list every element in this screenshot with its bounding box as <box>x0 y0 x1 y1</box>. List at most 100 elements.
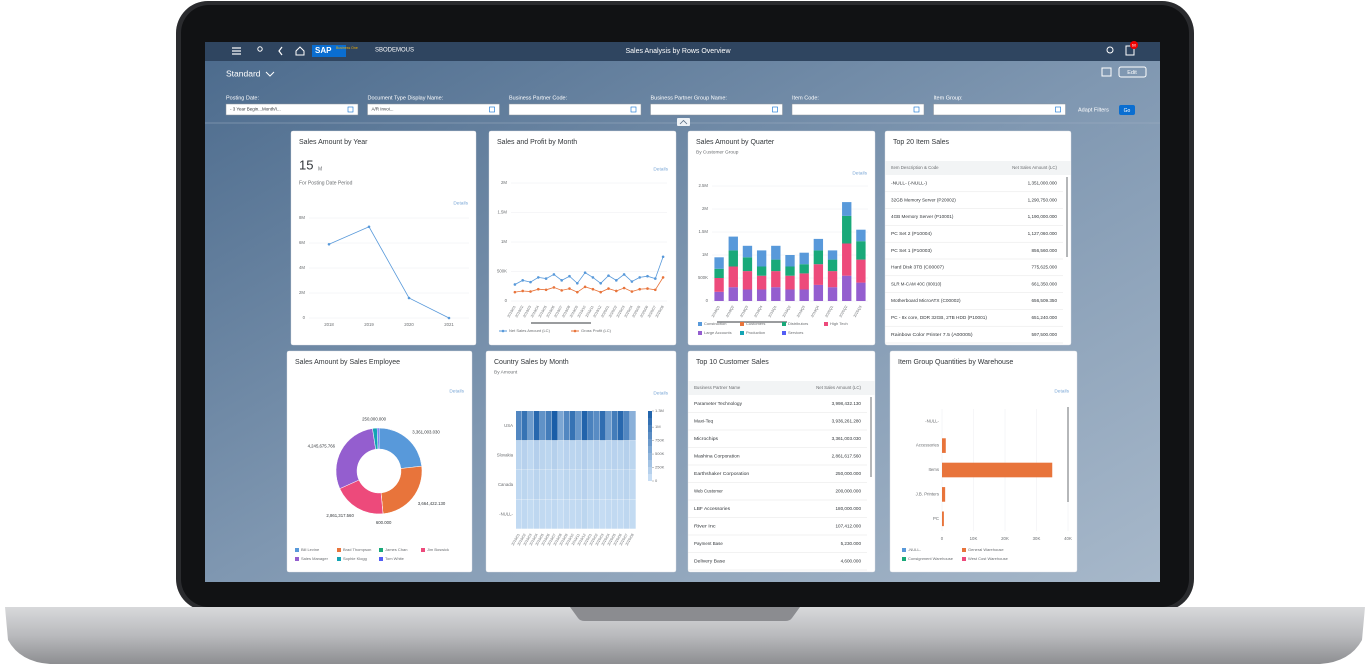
heat-cell[interactable] <box>594 470 600 500</box>
heat-cell[interactable] <box>534 470 540 500</box>
heat-cell[interactable] <box>588 499 594 529</box>
card-title[interactable]: Sales Amount by Year <box>299 139 368 146</box>
bar-segment[interactable] <box>813 264 824 285</box>
heat-cell[interactable] <box>624 440 630 470</box>
heat-cell[interactable] <box>528 499 534 529</box>
bar-segment[interactable] <box>842 243 852 276</box>
data-point[interactable] <box>599 290 602 294</box>
heat-cell[interactable] <box>516 499 522 529</box>
bar-segment[interactable] <box>813 250 824 265</box>
bar-segment[interactable] <box>842 275 852 301</box>
bar-segment[interactable] <box>714 257 724 269</box>
heat-cell[interactable] <box>558 499 564 529</box>
data-point[interactable] <box>615 279 618 282</box>
data-point[interactable] <box>513 290 517 294</box>
home-icon[interactable] <box>295 46 305 56</box>
heat-cell[interactable] <box>594 411 600 441</box>
data-point[interactable] <box>521 279 524 282</box>
go-label[interactable]: Go <box>1124 108 1131 114</box>
heat-cell[interactable] <box>600 470 606 500</box>
filter-field[interactable] <box>367 103 500 116</box>
bar-segment[interactable] <box>728 236 738 251</box>
bar-segment[interactable] <box>771 271 781 288</box>
value-help-icon[interactable] <box>347 106 354 113</box>
heat-cell[interactable] <box>582 411 588 441</box>
filter-field[interactable] <box>933 103 1066 116</box>
heat-cell[interactable] <box>546 470 552 500</box>
bar-segment[interactable] <box>785 266 795 276</box>
heat-cell[interactable] <box>552 499 558 529</box>
card-title[interactable]: Sales and Profit by Month <box>497 139 577 146</box>
data-point[interactable] <box>529 290 532 293</box>
heat-cell[interactable] <box>516 411 522 441</box>
data-point[interactable] <box>630 280 634 283</box>
heat-cell[interactable] <box>564 499 570 529</box>
bar-segment[interactable] <box>942 462 1053 478</box>
data-point[interactable] <box>615 289 618 293</box>
data-point[interactable] <box>552 286 556 289</box>
heat-cell[interactable] <box>576 440 582 470</box>
heat-cell[interactable] <box>588 470 594 500</box>
data-point[interactable] <box>560 289 563 292</box>
bar-segment[interactable] <box>756 266 767 276</box>
share-icon[interactable] <box>1101 67 1112 77</box>
data-point[interactable] <box>638 287 641 291</box>
bar-segment[interactable] <box>771 245 781 260</box>
data-point[interactable] <box>544 288 548 292</box>
data-point[interactable] <box>607 274 610 277</box>
heat-cell[interactable] <box>558 411 564 441</box>
heat-cell[interactable] <box>582 499 588 529</box>
heat-cell[interactable] <box>546 411 552 441</box>
variant-chevron[interactable] <box>265 71 275 77</box>
data-point[interactable] <box>607 287 610 290</box>
data-point[interactable] <box>591 287 595 291</box>
heat-cell[interactable] <box>612 440 618 470</box>
bar-segment[interactable] <box>856 229 866 242</box>
data-point[interactable] <box>568 274 571 278</box>
heat-cell[interactable] <box>594 499 600 529</box>
heat-cell[interactable] <box>546 440 552 470</box>
data-point[interactable] <box>599 282 602 285</box>
bar-segment[interactable] <box>942 487 946 502</box>
heat-cell[interactable] <box>606 470 612 500</box>
bar-segment[interactable] <box>813 238 824 251</box>
heat-cell[interactable] <box>618 440 624 470</box>
heat-cell[interactable] <box>606 499 612 529</box>
bar-segment[interactable] <box>813 284 824 301</box>
donut-slice[interactable] <box>376 427 380 450</box>
data-point[interactable] <box>521 289 524 293</box>
heat-cell[interactable] <box>540 440 546 470</box>
heat-cell[interactable] <box>576 470 582 500</box>
heat-cell[interactable] <box>630 440 636 470</box>
heat-cell[interactable] <box>522 411 528 441</box>
bar-segment[interactable] <box>942 511 944 527</box>
heat-cell[interactable] <box>516 440 522 470</box>
data-point[interactable] <box>661 255 665 259</box>
data-point[interactable] <box>529 280 532 284</box>
bar-segment[interactable] <box>742 271 753 290</box>
heat-cell[interactable] <box>576 499 582 529</box>
bar-segment[interactable] <box>799 273 809 290</box>
heat-cell[interactable] <box>624 470 630 500</box>
bar-segment[interactable] <box>827 250 838 260</box>
data-point[interactable] <box>447 316 451 320</box>
data-point[interactable] <box>537 287 540 291</box>
heat-cell[interactable] <box>528 470 534 500</box>
card-title[interactable]: Top 20 Item Sales <box>893 139 950 146</box>
edit-button[interactable] <box>1118 66 1147 78</box>
variant-title[interactable]: Standard <box>226 68 261 78</box>
card-title[interactable]: Country Sales by Month <box>494 359 569 366</box>
menu-icon[interactable] <box>232 47 241 55</box>
bar-segment[interactable] <box>728 250 738 267</box>
bar-segment[interactable] <box>771 287 781 301</box>
bar-segment[interactable] <box>714 278 724 292</box>
filter-field[interactable] <box>650 103 783 116</box>
heat-cell[interactable] <box>570 411 576 441</box>
heat-cell[interactable] <box>558 440 564 470</box>
bar-segment[interactable] <box>771 259 781 272</box>
details-link[interactable]: Details <box>653 390 668 396</box>
data-point[interactable] <box>407 296 411 300</box>
heat-cell[interactable] <box>522 470 528 500</box>
data-point[interactable] <box>622 273 626 276</box>
heat-cell[interactable] <box>558 470 564 500</box>
